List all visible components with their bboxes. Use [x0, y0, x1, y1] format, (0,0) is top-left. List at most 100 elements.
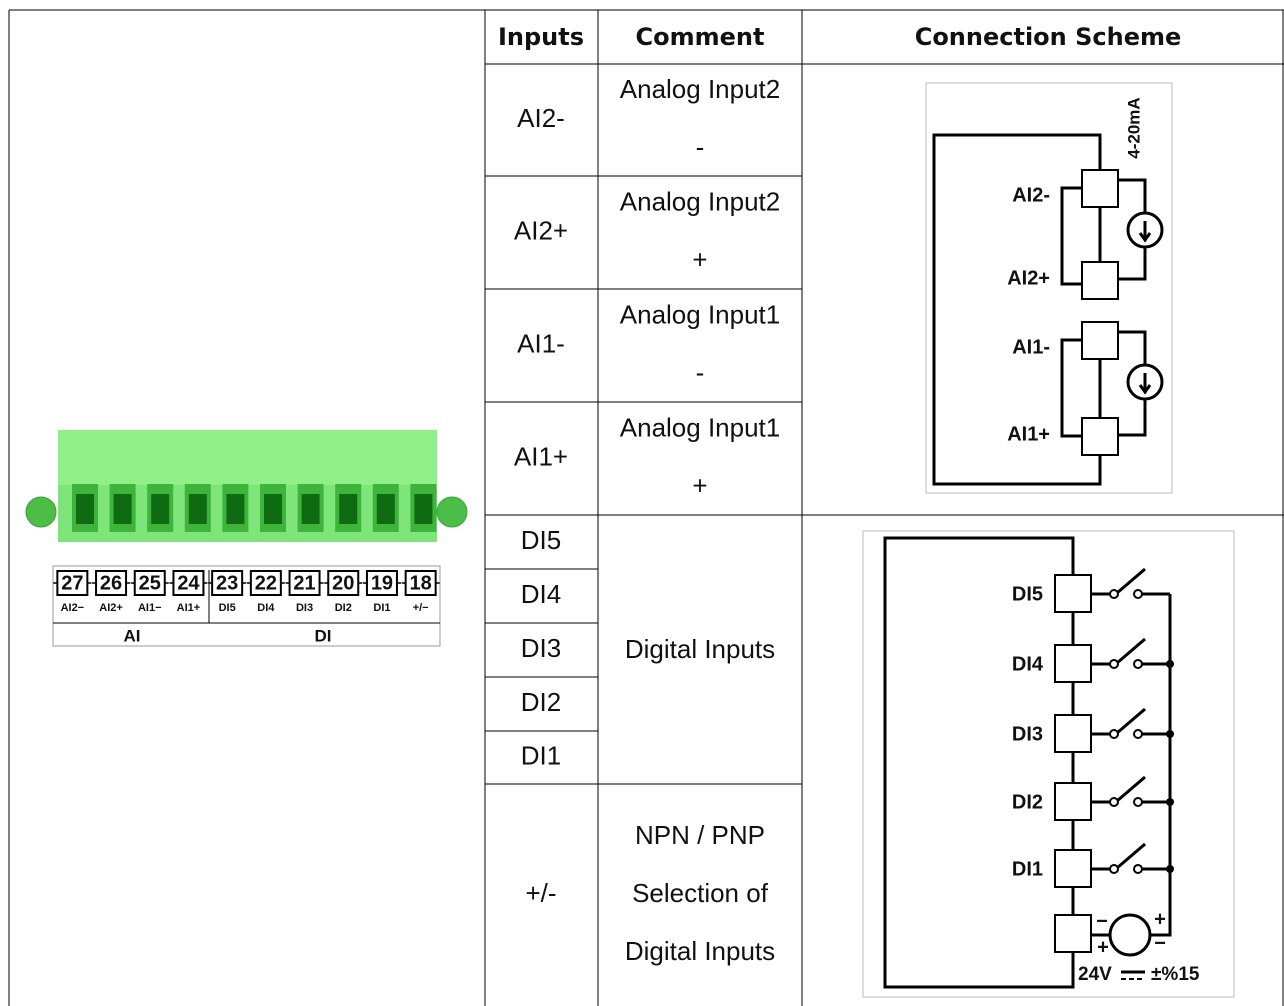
- input-cell: DI4: [521, 579, 561, 609]
- switch-contact: [1109, 589, 1119, 599]
- wire: [1118, 399, 1147, 437]
- wire: [1118, 247, 1147, 281]
- comment-cell: Analog Input1: [620, 299, 780, 329]
- switch-contact: [1133, 589, 1143, 599]
- terminal-number: 24: [177, 572, 200, 594]
- comment-cell: -: [696, 132, 705, 162]
- comment-cell: Digital Inputs: [625, 936, 775, 966]
- terminal-label: DI4: [257, 602, 275, 614]
- column-header: Connection Scheme: [915, 23, 1182, 51]
- group-label: DI: [315, 626, 332, 645]
- terminal-box: [1081, 321, 1119, 360]
- input-cell: AI1-: [517, 328, 565, 358]
- connector-hole: [113, 494, 132, 524]
- comment-cell: +: [692, 244, 707, 274]
- terminal-strip: [52, 565, 441, 647]
- current-label: 4-20mA: [1124, 97, 1143, 158]
- input-cell: DI5: [521, 525, 561, 555]
- terminal-box: [1054, 574, 1092, 613]
- wire: [1118, 330, 1147, 365]
- input-cell: AI2-: [517, 103, 565, 133]
- terminal-label: DI2: [1012, 791, 1043, 813]
- terminal-label: DI3: [296, 602, 313, 614]
- terminal-number: 19: [371, 572, 393, 594]
- connector-hole: [151, 494, 170, 524]
- switch-contact: [1109, 729, 1119, 739]
- scheme-frame: [925, 82, 1173, 494]
- terminal-number: 23: [216, 572, 238, 594]
- terminal-label: DI2: [335, 602, 352, 614]
- terminal-label: AI1+: [1007, 423, 1050, 445]
- switch-contact: [1133, 864, 1143, 874]
- connector-hole: [188, 494, 207, 524]
- comment-cell: +: [692, 470, 707, 500]
- terminal-box: [1054, 644, 1092, 683]
- wire: [1150, 594, 1172, 937]
- wire: [1118, 178, 1147, 213]
- terminal-label: DI1: [1012, 858, 1043, 880]
- connector-hole: [376, 494, 395, 524]
- tolerance-label: ±%15: [1151, 964, 1200, 985]
- switch: [1091, 775, 1170, 804]
- connector-hole: [76, 494, 94, 524]
- switch-contact: [1133, 797, 1143, 807]
- comment-cell: Analog Input2: [620, 74, 780, 104]
- polarity-sign: −: [1154, 932, 1166, 954]
- terminal-label: DI5: [219, 602, 236, 614]
- arrow: [1138, 221, 1152, 243]
- input-cell: AI1+: [514, 441, 568, 471]
- wire: [1060, 186, 1082, 286]
- terminal-number: 22: [255, 572, 277, 594]
- terminal-label: AI2+: [1007, 267, 1050, 289]
- terminal-label: AI1−: [138, 602, 162, 614]
- supply-label: 24V: [1078, 964, 1112, 985]
- polarity-sign: +: [1097, 936, 1109, 958]
- switch-contact: [1109, 797, 1119, 807]
- switch: [1091, 637, 1170, 666]
- comment-cell: Digital Inputs: [625, 634, 775, 664]
- connector-hole: [264, 494, 282, 524]
- wire: [1060, 338, 1082, 438]
- wire: [883, 536, 1075, 989]
- connector-hole: [414, 494, 433, 524]
- terminal-label: DI3: [1012, 723, 1043, 745]
- terminal-box: [1054, 849, 1092, 888]
- switch-contact: [1133, 729, 1143, 739]
- comment-cell: Selection of: [632, 878, 769, 908]
- connector-hole: [301, 494, 320, 524]
- comment-cell: Analog Input2: [620, 186, 780, 216]
- terminal-number: 27: [61, 572, 83, 594]
- terminal-box: [1081, 261, 1119, 300]
- terminal-box: [1081, 417, 1119, 456]
- polarity-sign: +: [1154, 908, 1166, 930]
- terminal-box: [1081, 169, 1119, 208]
- switch-contact: [1133, 659, 1143, 669]
- terminal-number: 26: [100, 572, 122, 594]
- arrow: [1138, 373, 1152, 395]
- switch: [1091, 707, 1170, 736]
- input-cell: DI2: [521, 687, 561, 717]
- wire: [932, 133, 1102, 486]
- terminal-label: AI2-: [1012, 184, 1050, 206]
- input-cell: DI1: [521, 740, 561, 770]
- switch-contact: [1109, 864, 1119, 874]
- terminal-box: [1054, 782, 1092, 821]
- terminal-label: AI2−: [61, 602, 85, 614]
- polarity-sign: −: [1096, 910, 1108, 932]
- scheme-frame: [862, 530, 1235, 998]
- terminal-label: AI1-: [1012, 336, 1050, 358]
- column-header: Inputs: [498, 23, 584, 51]
- column-header: Comment: [636, 23, 765, 51]
- switch: [1091, 567, 1170, 596]
- terminal-number: 18: [410, 572, 432, 594]
- switch: [1091, 842, 1170, 871]
- connector-top: [58, 430, 437, 485]
- connector-ear: [436, 496, 468, 528]
- connector-hole: [226, 494, 245, 524]
- comment-cell: -: [696, 357, 705, 387]
- terminal-number: 21: [293, 572, 315, 594]
- terminal-label: AI2+: [99, 602, 123, 614]
- terminal-label: DI1: [373, 602, 390, 614]
